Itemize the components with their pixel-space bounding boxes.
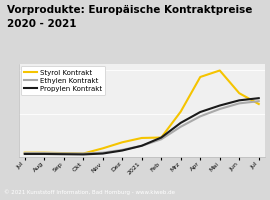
- Ethylen Kontrakt: [199, 115, 202, 118]
- Styrol Kontrakt: [218, 69, 221, 72]
- Propylen Kontrakt: [82, 153, 85, 156]
- Propylen Kontrakt: [179, 122, 182, 124]
- Styrol Kontrakt: [121, 141, 124, 143]
- Ethylen Kontrakt: [179, 126, 182, 128]
- Propylen Kontrakt: [160, 136, 163, 139]
- Styrol Kontrakt: [238, 92, 241, 94]
- Propylen Kontrakt: [121, 149, 124, 152]
- Propylen Kontrakt: [238, 99, 241, 102]
- Ethylen Kontrakt: [82, 152, 85, 155]
- Ethylen Kontrakt: [43, 152, 46, 154]
- Ethylen Kontrakt: [121, 149, 124, 151]
- Styrol Kontrakt: [23, 151, 26, 154]
- Styrol Kontrakt: [160, 136, 163, 139]
- Styrol Kontrakt: [179, 110, 182, 113]
- Propylen Kontrakt: [62, 153, 65, 155]
- Styrol Kontrakt: [257, 103, 260, 105]
- Line: Propylen Kontrakt: Propylen Kontrakt: [25, 98, 259, 154]
- Propylen Kontrakt: [199, 111, 202, 113]
- Styrol Kontrakt: [140, 137, 143, 139]
- Legend: Styrol Kontrakt, Ethylen Kontrakt, Propylen Kontrakt: Styrol Kontrakt, Ethylen Kontrakt, Propy…: [21, 66, 105, 95]
- Styrol Kontrakt: [62, 152, 65, 154]
- Propylen Kontrakt: [43, 153, 46, 155]
- Line: Ethylen Kontrakt: Ethylen Kontrakt: [25, 101, 259, 154]
- Ethylen Kontrakt: [257, 100, 260, 102]
- Styrol Kontrakt: [101, 147, 104, 150]
- Line: Styrol Kontrakt: Styrol Kontrakt: [25, 70, 259, 154]
- Text: Vorprodukte: Europäische Kontraktpreise
2020 - 2021: Vorprodukte: Europäische Kontraktpreise …: [7, 5, 252, 29]
- Styrol Kontrakt: [82, 152, 85, 155]
- Ethylen Kontrakt: [101, 151, 104, 154]
- Ethylen Kontrakt: [23, 152, 26, 154]
- Styrol Kontrakt: [199, 76, 202, 78]
- Propylen Kontrakt: [101, 152, 104, 155]
- Text: © 2021 Kunststoff Information, Bad Homburg - www.kiweb.de: © 2021 Kunststoff Information, Bad Hombu…: [4, 190, 175, 195]
- Propylen Kontrakt: [257, 97, 260, 99]
- Styrol Kontrakt: [43, 151, 46, 154]
- Propylen Kontrakt: [218, 104, 221, 107]
- Ethylen Kontrakt: [218, 108, 221, 110]
- Propylen Kontrakt: [140, 145, 143, 147]
- Propylen Kontrakt: [23, 153, 26, 155]
- Ethylen Kontrakt: [62, 152, 65, 155]
- Ethylen Kontrakt: [238, 102, 241, 105]
- Ethylen Kontrakt: [140, 145, 143, 147]
- Ethylen Kontrakt: [160, 138, 163, 140]
